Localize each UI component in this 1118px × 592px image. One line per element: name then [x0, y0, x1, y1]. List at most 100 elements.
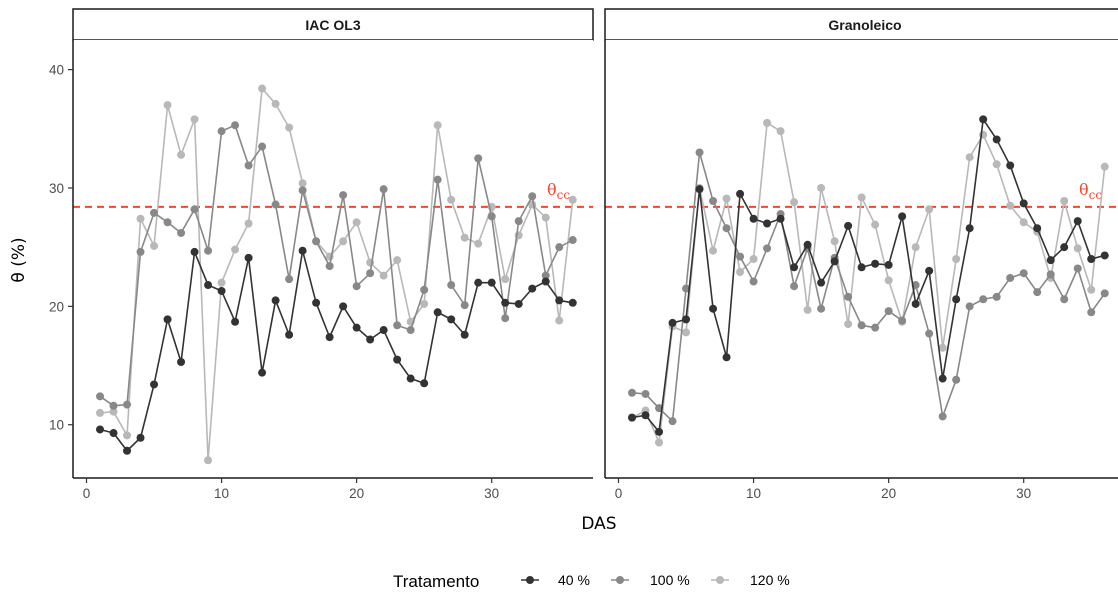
data-point — [736, 268, 745, 277]
legend-items: 40 % 100 % 120 % — [521, 572, 790, 588]
legend-key-point — [716, 576, 724, 584]
data-point — [979, 295, 988, 304]
data-point — [695, 148, 704, 157]
data-point — [668, 318, 677, 327]
data-point — [541, 277, 550, 286]
data-point — [501, 298, 510, 307]
data-point — [911, 299, 920, 308]
data-point — [884, 260, 893, 269]
data-point — [992, 160, 1001, 169]
data-point — [501, 314, 510, 323]
data-point — [487, 212, 496, 221]
panel-iac-ol3: IAC OL3 θcc 0 10 20 30 — [72, 8, 594, 501]
data-point — [655, 427, 664, 436]
data-point — [231, 121, 240, 130]
data-point — [1060, 243, 1069, 252]
data-point — [992, 292, 1001, 301]
data-point — [965, 153, 974, 162]
data-point — [150, 241, 159, 250]
x-tick-label: 20 — [881, 486, 896, 501]
data-point — [871, 323, 880, 332]
legend-key-point — [526, 576, 534, 584]
panel-background — [605, 40, 1118, 478]
data-point — [736, 189, 745, 198]
x-tick-label: 0 — [83, 486, 91, 501]
y-tick-label: 30 — [49, 181, 64, 196]
data-point — [352, 282, 361, 291]
legend: Tratamento 40 % 100 % 120 % — [393, 572, 790, 591]
data-point — [217, 127, 226, 136]
data-point — [258, 84, 267, 93]
data-point — [312, 237, 321, 246]
panel-title: IAC OL3 — [305, 17, 360, 33]
data-point — [857, 193, 866, 202]
data-point — [447, 195, 456, 204]
data-point — [1073, 264, 1082, 273]
data-point — [817, 183, 826, 192]
data-point — [749, 255, 758, 263]
data-point — [177, 228, 186, 237]
data-point — [541, 213, 550, 222]
data-point — [803, 240, 812, 249]
data-point — [763, 244, 772, 253]
data-point — [1087, 308, 1096, 317]
series-line — [99, 249, 573, 452]
data-point — [487, 278, 496, 287]
data-point — [352, 218, 361, 227]
panel-background — [73, 40, 593, 478]
x-tick-label: 30 — [484, 486, 499, 501]
x-tick-label: 20 — [349, 486, 364, 501]
data-point — [541, 271, 550, 280]
data-point — [776, 127, 785, 136]
panel-granoleico: Granoleico θcc 0 10 20 30 — [604, 8, 1118, 501]
panel-strip — [72, 8, 594, 41]
data-point — [109, 401, 118, 410]
data-point — [1046, 270, 1055, 279]
data-point — [1100, 162, 1109, 171]
data-point — [514, 217, 523, 226]
x-tick-label: 0 — [615, 486, 623, 501]
legend-key-point — [616, 576, 624, 584]
data-point — [528, 284, 537, 293]
data-point — [433, 175, 442, 184]
data-point — [1033, 224, 1042, 233]
data-point — [871, 220, 880, 229]
data-point — [271, 200, 280, 209]
data-point — [555, 243, 564, 252]
data-point — [1060, 295, 1069, 304]
panel-title: Granoleico — [828, 17, 901, 33]
data-point — [217, 278, 226, 287]
data-point — [204, 246, 213, 255]
data-point — [312, 298, 321, 307]
data-point — [722, 194, 731, 203]
data-point — [1006, 273, 1015, 282]
legend-title: Tratamento — [393, 572, 479, 591]
data-point — [393, 256, 402, 265]
data-point — [366, 335, 375, 344]
data-point — [952, 295, 961, 304]
data-point — [938, 374, 947, 383]
data-point — [722, 353, 731, 362]
x-tick-label: 10 — [746, 486, 761, 501]
data-point — [150, 380, 159, 389]
data-point — [420, 285, 429, 294]
data-point — [258, 368, 267, 377]
data-point — [271, 296, 280, 305]
x-tick-label: 30 — [1016, 486, 1031, 501]
data-point — [898, 316, 907, 325]
data-point — [857, 263, 866, 272]
reference-line-label: θcc — [1079, 180, 1102, 202]
data-point — [514, 299, 523, 308]
data-point — [352, 323, 361, 332]
x-axis-title: DAS — [581, 514, 616, 534]
data-point — [568, 236, 577, 245]
data-point — [830, 257, 839, 266]
data-point — [460, 233, 469, 242]
legend-label: 100 % — [650, 572, 690, 588]
data-point — [339, 191, 348, 200]
reference-line-label: θcc — [547, 180, 570, 202]
data-point — [177, 150, 186, 159]
data-point — [1019, 218, 1028, 227]
data-point — [163, 315, 172, 324]
data-point — [1060, 196, 1069, 205]
